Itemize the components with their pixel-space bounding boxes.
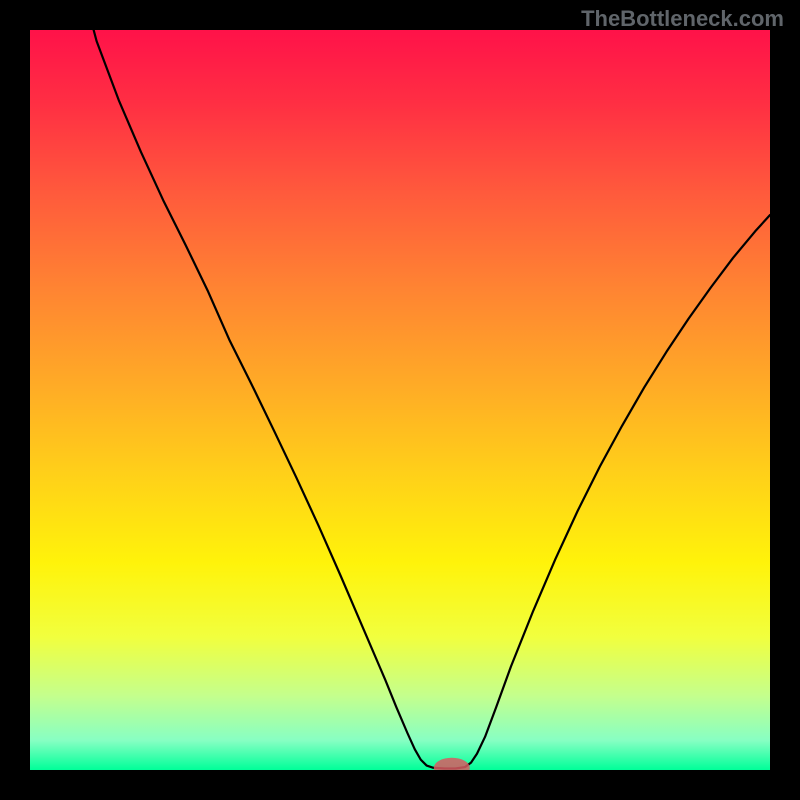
optimum-marker	[434, 758, 470, 778]
chart-background	[30, 30, 770, 770]
watermark-text: TheBottleneck.com	[581, 6, 784, 32]
bottleneck-chart	[0, 0, 800, 800]
